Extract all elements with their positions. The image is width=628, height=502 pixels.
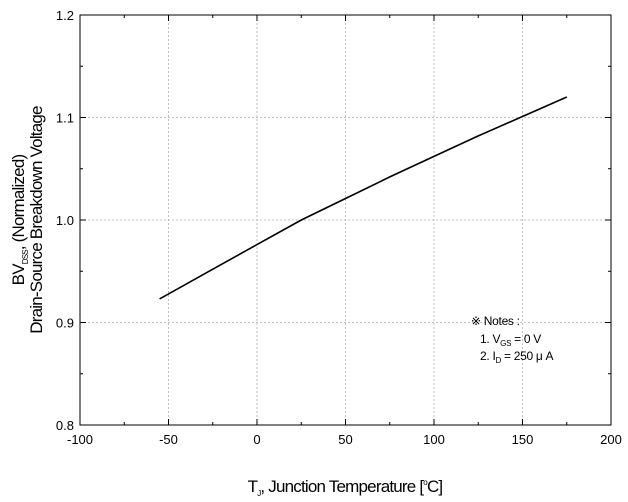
y-axis-label-rest: , (Normalized) [9,155,28,251]
x-tick-label: 200 [600,432,622,447]
x-axis-label-sup: o [423,478,428,487]
y-tick-label: 0.9 [56,316,74,331]
notes-line2: 2. ID = 250 μ A [480,349,554,365]
x-tick-label: 150 [512,432,534,447]
x-tick-labels: -100 -50 0 50 100 150 200 [67,432,622,447]
y-axis-label-sub: DSS [21,250,30,265]
x-axis-label-main: T [248,477,258,496]
notes-line1-sub: GS [500,339,511,348]
y-tick-label: 0.8 [56,418,74,433]
notes-line1: 1. VGS = 0 V [480,332,541,348]
x-axis-label: TJ, Junction Temperature [oC] [248,477,443,498]
notes-line1-prefix: 1. V [480,332,500,346]
grid-lines [80,15,611,425]
x-axis-label-rest: , Junction Temperature [ [260,477,424,496]
x-axis-label-end: C] [427,477,442,496]
y-tick-label: 1.0 [56,213,74,228]
notes-annotation: ※ Notes : 1. VGS = 0 V 2. ID = 250 μ A [471,314,554,365]
tick-marks [79,14,612,426]
notes-line2-prefix: 2. I [480,349,495,363]
notes-line2-sub: D [495,356,501,365]
x-tick-label: 50 [338,432,352,447]
notes-title: ※ Notes : [471,314,520,328]
x-tick-label: -50 [159,432,178,447]
x-tick-label: 0 [253,432,260,447]
y-axis-label-line1: BVDSS, (Normalized) [9,155,30,286]
y-axis-label-main: BV [9,263,28,286]
y-tick-label: 1.2 [56,8,74,23]
y-tick-label: 1.1 [56,111,74,126]
breakdown-voltage-line [159,96,568,300]
x-axis-label-sub: J [257,489,261,498]
x-tick-label: -100 [67,432,93,447]
notes-line2-suffix: = 250 μ A [501,349,554,363]
y-tick-labels: 0.8 0.9 1.0 1.1 1.2 [56,8,74,433]
notes-line1-suffix: = 0 V [511,332,541,346]
y-axis-label-line2: Drain-Source Breakdown Voltage [27,106,46,334]
x-tick-label: 100 [423,432,445,447]
